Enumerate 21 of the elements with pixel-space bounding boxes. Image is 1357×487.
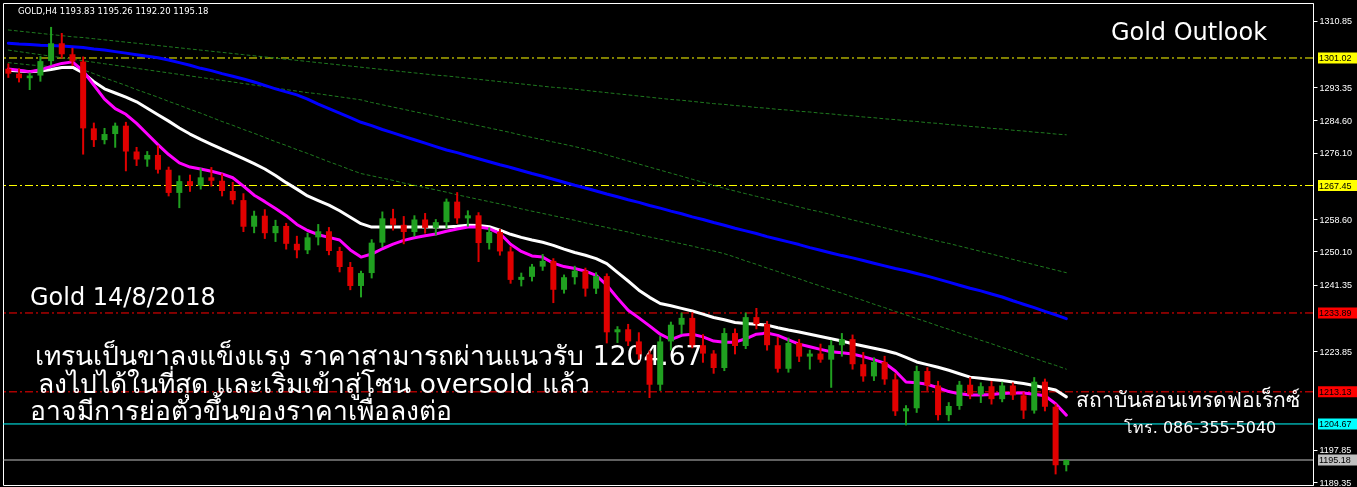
y-tick-label: 1250.10: [1319, 246, 1353, 257]
y-tick-label: 1197.85: [1319, 445, 1352, 456]
text: โทร. 086-355-5040: [1123, 418, 1277, 437]
y-tick-label: 1293.35: [1319, 82, 1353, 93]
ref-line-label: 1233.89: [1319, 307, 1352, 318]
ref-line-label: 1267.45: [1319, 180, 1352, 191]
y-tick-label: 1276.10: [1319, 148, 1353, 159]
ref-line-label: 1204.67: [1319, 418, 1352, 429]
ref-line-label: 1301.02: [1319, 53, 1352, 63]
text: สถาบันสอนเทรดฟอเร็กซ์: [1076, 386, 1300, 412]
y-tick-label: 1310.85: [1319, 16, 1353, 27]
text: Gold 14/8/2018: [30, 283, 216, 311]
ref-line-label: 1195.18: [1319, 455, 1351, 466]
ref-line-label: 1213.13: [1319, 386, 1352, 397]
y-tick-label: 1241.35: [1319, 280, 1353, 291]
y-tick-label: 1223.85: [1319, 346, 1353, 357]
text: Gold Outlook: [1110, 18, 1268, 46]
y-tick-label: 1189.35: [1319, 477, 1352, 487]
y-tick-label: 1258.60: [1319, 214, 1353, 225]
y-tick-label: 1284.60: [1319, 115, 1353, 126]
annotation: GOLD,H4 1193.83 1195.26 1192.20 1195.18: [18, 6, 209, 16]
